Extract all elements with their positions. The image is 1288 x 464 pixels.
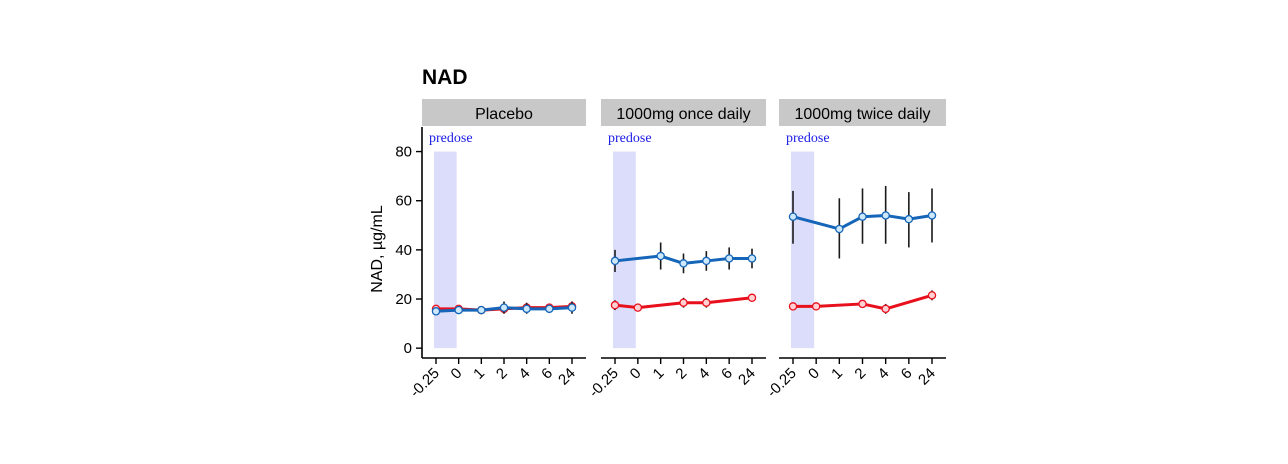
data-point bbox=[567, 303, 577, 312]
facet-strip bbox=[601, 99, 766, 126]
y-tick-label: 0 bbox=[404, 340, 412, 357]
data-point bbox=[633, 303, 643, 312]
predose-label: predose bbox=[429, 131, 473, 146]
x-tick-label: 6 bbox=[718, 365, 736, 383]
data-point bbox=[788, 302, 798, 311]
data-point bbox=[881, 211, 890, 220]
facet-strip-label: Placebo bbox=[475, 106, 533, 123]
facet-strip bbox=[422, 99, 586, 126]
y-axis-title: NAD, µg/mL bbox=[369, 205, 386, 293]
predose-label: predose bbox=[608, 131, 652, 146]
data-point bbox=[702, 256, 711, 266]
data-point bbox=[811, 302, 821, 311]
x-tick-label: 1 bbox=[650, 365, 668, 383]
data-point bbox=[747, 254, 757, 263]
data-point bbox=[881, 304, 890, 314]
x-tick-label: 0 bbox=[627, 365, 645, 383]
data-point bbox=[724, 254, 734, 263]
y-tick-label: 80 bbox=[395, 144, 412, 161]
data-point bbox=[656, 251, 665, 261]
predose-region bbox=[791, 151, 815, 349]
x-tick-label: 1 bbox=[828, 365, 846, 383]
data-point bbox=[927, 291, 937, 300]
x-tick-label: 1 bbox=[470, 365, 488, 383]
y-tick-label: 40 bbox=[395, 242, 412, 259]
x-tick-label: 4 bbox=[516, 365, 534, 383]
data-point bbox=[858, 212, 867, 221]
predose-label: predose bbox=[786, 131, 830, 146]
x-tick-label: 6 bbox=[538, 365, 556, 383]
data-point bbox=[610, 300, 620, 310]
data-point bbox=[835, 224, 844, 234]
predose-region bbox=[434, 151, 457, 349]
data-point bbox=[522, 304, 531, 314]
data-point bbox=[545, 304, 554, 314]
data-point bbox=[927, 211, 937, 220]
x-tick-label: 0 bbox=[805, 365, 823, 383]
chart-title: NAD bbox=[422, 66, 468, 89]
data-point bbox=[788, 212, 798, 221]
data-point bbox=[499, 303, 509, 312]
data-point bbox=[702, 298, 711, 307]
data-point bbox=[454, 305, 463, 315]
y-tick-label: 60 bbox=[395, 193, 412, 210]
data-point bbox=[679, 259, 688, 268]
x-tick-label: 6 bbox=[898, 365, 916, 383]
x-tick-label: -0.25 bbox=[764, 365, 800, 401]
x-tick-label: 24 bbox=[555, 365, 579, 389]
facet-strip-label: 1000mg twice daily bbox=[794, 106, 930, 123]
x-tick-label: 4 bbox=[875, 365, 893, 383]
data-point bbox=[610, 256, 620, 266]
x-tick-label: 4 bbox=[695, 365, 713, 383]
data-point bbox=[679, 298, 688, 307]
predose-region bbox=[613, 151, 636, 349]
data-point bbox=[747, 293, 757, 303]
data-point bbox=[904, 214, 914, 224]
facet-strip-label: 1000mg once daily bbox=[616, 106, 750, 123]
x-tick-label: -0.25 bbox=[407, 365, 443, 401]
data-point bbox=[431, 307, 441, 316]
x-tick-label: -0.25 bbox=[586, 365, 622, 401]
x-tick-label: 24 bbox=[915, 365, 939, 389]
data-point bbox=[858, 299, 867, 309]
x-tick-label: 2 bbox=[672, 365, 690, 383]
data-point bbox=[477, 305, 486, 315]
x-tick-label: 24 bbox=[735, 365, 759, 389]
x-tick-label: 2 bbox=[851, 365, 869, 383]
y-tick-label: 20 bbox=[395, 291, 412, 308]
facet-strip bbox=[779, 99, 946, 126]
x-tick-label: 0 bbox=[448, 365, 466, 383]
x-tick-label: 2 bbox=[493, 365, 511, 383]
